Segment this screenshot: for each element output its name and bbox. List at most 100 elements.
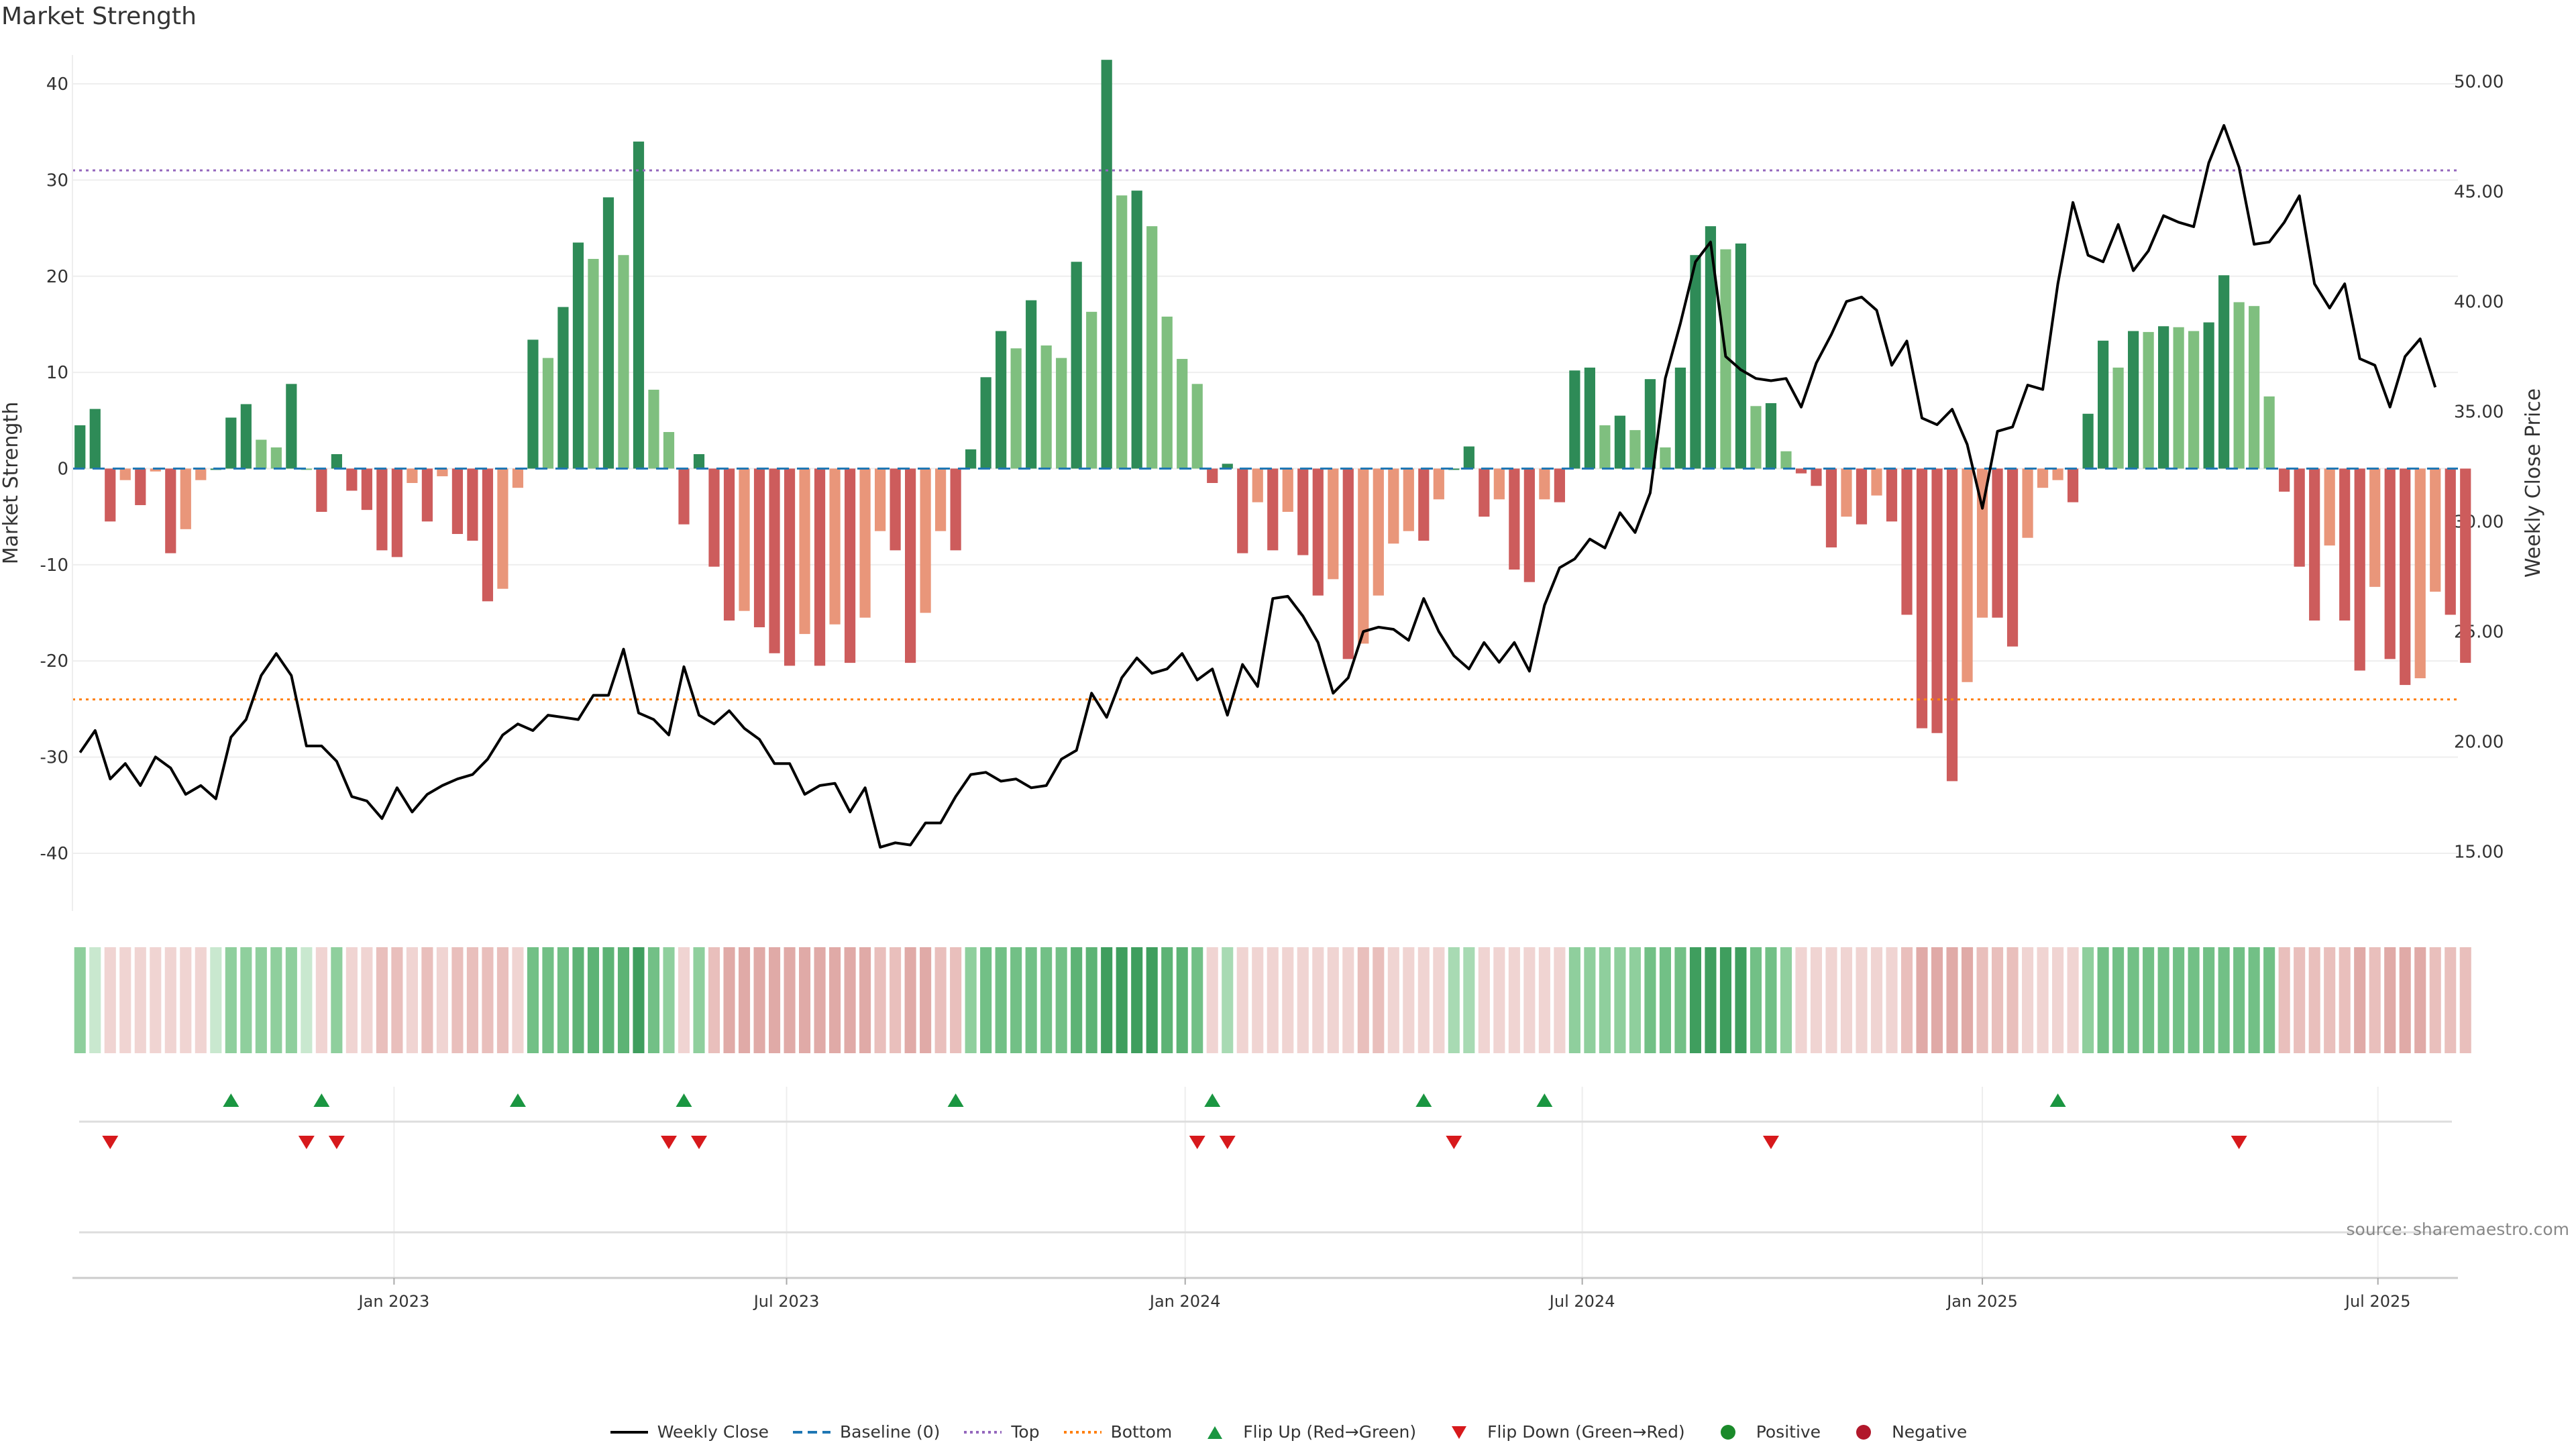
weekly-close-line bbox=[78, 124, 2437, 849]
heat-cell bbox=[1206, 947, 1218, 1053]
heat-cell bbox=[270, 947, 282, 1053]
x-tick-label: Jan 2024 bbox=[1148, 1292, 1221, 1311]
heat-cell bbox=[150, 947, 162, 1053]
strength-bar bbox=[2052, 468, 2063, 480]
strength-bar bbox=[1916, 468, 1928, 729]
strength-bar bbox=[1539, 468, 1550, 500]
heat-cell bbox=[1629, 947, 1641, 1053]
heat-cell bbox=[587, 947, 600, 1053]
y-tick-label: 20 bbox=[46, 267, 68, 287]
strength-bar bbox=[1735, 244, 1747, 469]
strength-bar bbox=[1871, 468, 1882, 496]
legend-triangle-up-icon bbox=[1208, 1426, 1223, 1439]
y-axis-label: Market Strength bbox=[0, 402, 23, 564]
strength-bar bbox=[1237, 468, 1248, 553]
heat-cell bbox=[2082, 947, 2094, 1053]
legend-item: Top bbox=[963, 1422, 1040, 1442]
strength-bar bbox=[874, 468, 886, 531]
heat-cell bbox=[376, 947, 388, 1053]
heat-cell bbox=[1116, 947, 1128, 1053]
heat-cell bbox=[753, 947, 765, 1053]
strength-bar bbox=[1328, 468, 1339, 580]
strength-bar bbox=[256, 439, 267, 469]
strength-bar bbox=[1056, 358, 1067, 469]
strength-bar bbox=[1493, 468, 1505, 500]
strength-bar bbox=[708, 468, 720, 567]
heat-cell bbox=[255, 947, 267, 1053]
heat-cell bbox=[1010, 947, 1022, 1053]
strength-bar bbox=[1448, 468, 1460, 470]
heat-cell bbox=[345, 947, 358, 1053]
strength-bar bbox=[1282, 468, 1293, 513]
legend-label: Negative bbox=[1892, 1422, 1968, 1442]
heat-cell bbox=[738, 947, 751, 1053]
legend: Weekly Close Baseline (0) Top Bottom Flip Up… bbox=[0, 1422, 2576, 1446]
flip-down-marker bbox=[2231, 1136, 2247, 1149]
heat-cell bbox=[2369, 947, 2381, 1053]
flip-down-marker bbox=[328, 1136, 345, 1149]
heat-cell bbox=[2263, 947, 2275, 1053]
y2-tick-label: 45.00 bbox=[2454, 182, 2504, 202]
heat-cell bbox=[572, 947, 584, 1053]
heat-cell bbox=[768, 947, 781, 1053]
heat-cell bbox=[1614, 947, 1626, 1053]
y-tick-label: -20 bbox=[40, 651, 68, 672]
legend-item: Negative bbox=[1843, 1422, 1967, 1442]
flip-down-marker bbox=[1762, 1136, 1779, 1149]
strength-bar bbox=[1297, 468, 1309, 555]
heat-cell bbox=[1191, 947, 1203, 1053]
x-tick-label: Jul 2023 bbox=[753, 1292, 820, 1311]
heat-cell bbox=[708, 947, 720, 1053]
heat-cell bbox=[814, 947, 826, 1053]
strength-bar bbox=[2067, 468, 2079, 502]
strength-bar bbox=[376, 468, 388, 551]
strength-bar bbox=[316, 468, 327, 513]
strength-bar bbox=[1358, 468, 1369, 644]
strength-bar bbox=[2294, 468, 2305, 567]
y2-tick-label: 20.00 bbox=[2454, 732, 2504, 752]
x-tick-label: Jan 2023 bbox=[358, 1292, 430, 1311]
strength-bar bbox=[542, 358, 554, 469]
strength-bar bbox=[829, 468, 841, 625]
strength-bar bbox=[1992, 468, 2003, 618]
heat-cell bbox=[2037, 947, 2049, 1053]
heat-cell bbox=[1055, 947, 1067, 1053]
strength-bar bbox=[165, 468, 176, 553]
flip-down-marker bbox=[661, 1136, 677, 1149]
strength-bar bbox=[2249, 306, 2260, 469]
heat-cell bbox=[119, 947, 131, 1053]
flip-up-marker bbox=[1415, 1093, 1432, 1107]
heat-cell bbox=[2429, 947, 2441, 1053]
legend-item: Flip Up (Red→Green) bbox=[1195, 1422, 1416, 1442]
heat-cell bbox=[965, 947, 977, 1053]
heat-cell bbox=[2308, 947, 2320, 1053]
strength-bar bbox=[1976, 468, 1988, 618]
heat-cell bbox=[1916, 947, 1928, 1053]
heat-cell bbox=[1735, 947, 1747, 1053]
strength-bar bbox=[1523, 468, 1535, 582]
strength-bar bbox=[421, 468, 433, 522]
heat-cell bbox=[315, 947, 327, 1053]
heat-cell bbox=[1146, 947, 1158, 1053]
heat-cell bbox=[1040, 947, 1053, 1053]
flip-up-marker bbox=[676, 1093, 692, 1107]
strength-bar bbox=[2006, 468, 2019, 647]
heat-cell bbox=[663, 947, 675, 1053]
y2-tick-label: 15.00 bbox=[2454, 842, 2504, 862]
strength-bar bbox=[1433, 468, 1444, 500]
legend-label: Flip Down (Green→Red) bbox=[1487, 1422, 1685, 1442]
heat-cell bbox=[134, 947, 146, 1053]
flip-down-marker bbox=[1446, 1136, 1462, 1149]
legend-dashed-line-icon bbox=[793, 1430, 831, 1434]
strength-bar bbox=[1795, 468, 1807, 474]
heat-cell bbox=[1297, 947, 1309, 1053]
strength-bar bbox=[1674, 367, 1686, 469]
legend-dotted-line-icon bbox=[1063, 1430, 1102, 1434]
strength-bar bbox=[1629, 430, 1641, 469]
heat-cell bbox=[2278, 947, 2290, 1053]
heat-cell bbox=[195, 947, 207, 1053]
reference-lines bbox=[72, 169, 2458, 701]
heat-cell bbox=[1795, 947, 1807, 1053]
flip-markers bbox=[79, 1093, 2452, 1234]
heat-cell bbox=[2112, 947, 2125, 1053]
